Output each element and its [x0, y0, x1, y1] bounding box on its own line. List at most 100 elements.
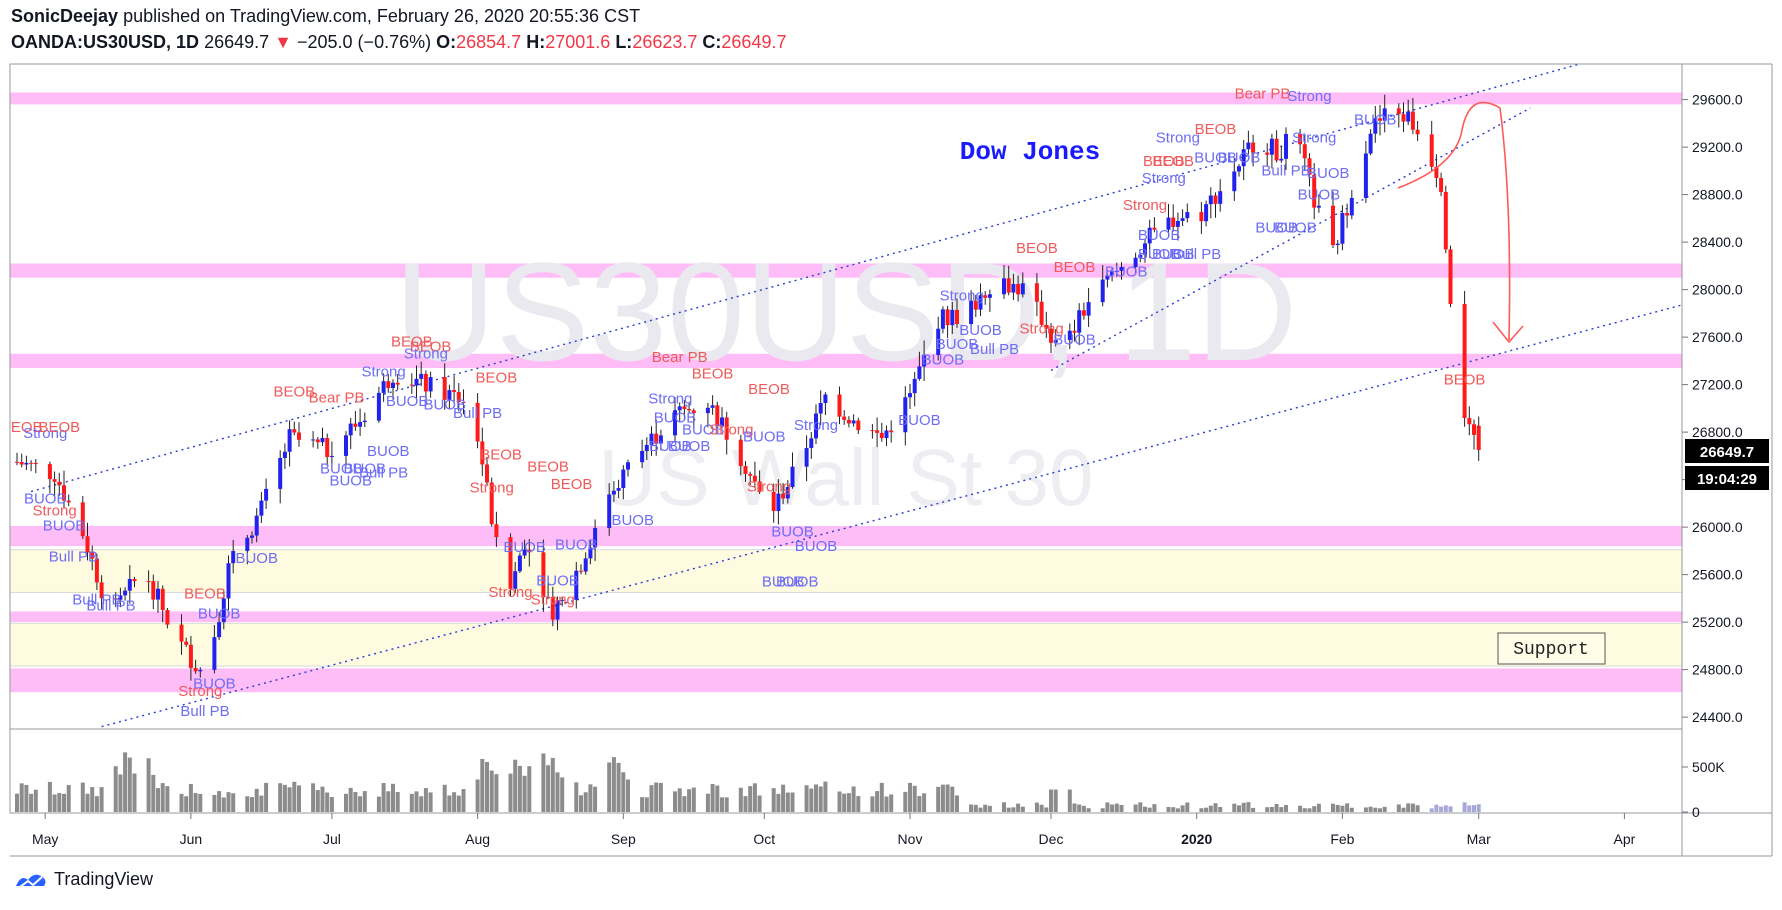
candle-body: [1232, 171, 1237, 192]
candle: [818, 390, 823, 426]
volume-bar: [1114, 803, 1119, 812]
annotation-label: Strong: [23, 425, 67, 442]
candle: [691, 408, 696, 428]
candle: [1180, 209, 1185, 227]
candle-body: [1034, 283, 1039, 302]
time-axis[interactable]: May Jun Jul Aug Sep Oct Nov Dec 2020 Feb Mar Apr: [32, 813, 1636, 847]
volume-bar: [1406, 803, 1411, 812]
annotation-label: BEOB: [391, 334, 433, 351]
candle-body: [57, 481, 62, 486]
candle-body: [640, 450, 645, 463]
candle-body: [1368, 133, 1373, 154]
candle-body: [658, 435, 663, 444]
volume-bar: [983, 804, 988, 812]
symbol-name[interactable]: OANDA:US30USD, 1D: [11, 32, 200, 52]
trendline-1[interactable]: [101, 302, 1695, 728]
candle: [583, 552, 588, 575]
candle-body: [33, 462, 38, 465]
candle-body: [1175, 220, 1180, 227]
candle: [611, 480, 616, 502]
volume-bar: [184, 796, 189, 812]
volume-bar: [1298, 805, 1303, 812]
annotation-label: BUOB: [423, 397, 466, 414]
candle-body: [1279, 158, 1284, 161]
volume-bar: [1448, 806, 1453, 812]
volume-bar: [1034, 802, 1039, 812]
candle-body: [527, 549, 532, 553]
volume-bar: [127, 757, 132, 812]
volume-bar: [1415, 805, 1420, 812]
candle-body: [1053, 339, 1058, 343]
zone-support_fill-6: [10, 622, 1682, 667]
trendline-0[interactable]: [30, 57, 1606, 493]
candle-body: [1011, 283, 1016, 293]
candle-body: [889, 430, 894, 433]
candle-body: [1208, 195, 1213, 205]
candle: [287, 420, 292, 467]
volume-bar: [879, 782, 884, 812]
candle: [644, 437, 649, 460]
candle-body: [607, 494, 612, 528]
candle-body: [903, 397, 908, 433]
volume-bar: [508, 773, 513, 812]
volume-bar: [146, 758, 151, 812]
candle-body: [555, 600, 560, 620]
volume-bar: [226, 792, 231, 812]
volume-bar: [419, 796, 424, 812]
candle: [978, 283, 983, 316]
volume-bar: [1241, 802, 1246, 812]
candle-body: [452, 390, 457, 393]
candle: [1378, 104, 1382, 136]
volume-bar: [673, 791, 677, 812]
volume-bar: [720, 797, 724, 812]
candle: [922, 340, 927, 382]
candle: [461, 389, 466, 415]
volume-bar: [1302, 808, 1307, 812]
candle: [1251, 134, 1256, 167]
author-name[interactable]: SonicDeejay: [11, 6, 119, 26]
candle: [391, 379, 395, 400]
annotation-label: BUOB: [193, 676, 236, 693]
volume-bar: [1246, 802, 1251, 812]
candle: [682, 400, 687, 420]
volume-bar: [1331, 803, 1335, 812]
volume-bar: [362, 791, 367, 812]
candle-body: [231, 551, 236, 564]
candle-body: [1434, 166, 1439, 178]
support-label-box: Support: [1497, 632, 1606, 665]
candle-body: [1152, 227, 1157, 230]
candle: [1204, 200, 1209, 227]
candle: [785, 480, 790, 504]
volume-bar: [287, 787, 292, 812]
annotation-label: Bull PB: [1261, 163, 1310, 180]
candle-body: [687, 408, 692, 411]
volume-bar: [856, 796, 861, 812]
candle: [123, 587, 128, 601]
volume-bar: [1401, 807, 1406, 812]
candle: [1434, 154, 1439, 188]
candle: [654, 419, 659, 456]
volume-bar: [823, 781, 828, 812]
candle-body: [1415, 129, 1420, 135]
volume-bar: [781, 784, 786, 812]
volume-bar: [912, 785, 917, 812]
candle: [1415, 120, 1420, 141]
candle-body: [973, 300, 978, 310]
annotation-label: Strong: [709, 422, 753, 439]
annotation-label: BUOB: [922, 351, 965, 368]
candle-body: [752, 475, 757, 482]
candle-body: [1284, 133, 1288, 159]
price-tick-label: 25200.0: [1692, 614, 1743, 630]
annotation-label: Bull PB: [86, 597, 135, 614]
candle-body: [1237, 166, 1241, 172]
volume-bar: [85, 793, 90, 812]
candle-body: [19, 462, 24, 465]
tradingview-brand[interactable]: TradingView: [14, 869, 153, 890]
volume-bar: [1049, 789, 1053, 812]
trendline-2[interactable]: [1050, 107, 1531, 371]
time-tick-label: Oct: [753, 831, 775, 847]
candle: [358, 408, 363, 436]
volume-bar: [522, 775, 527, 812]
